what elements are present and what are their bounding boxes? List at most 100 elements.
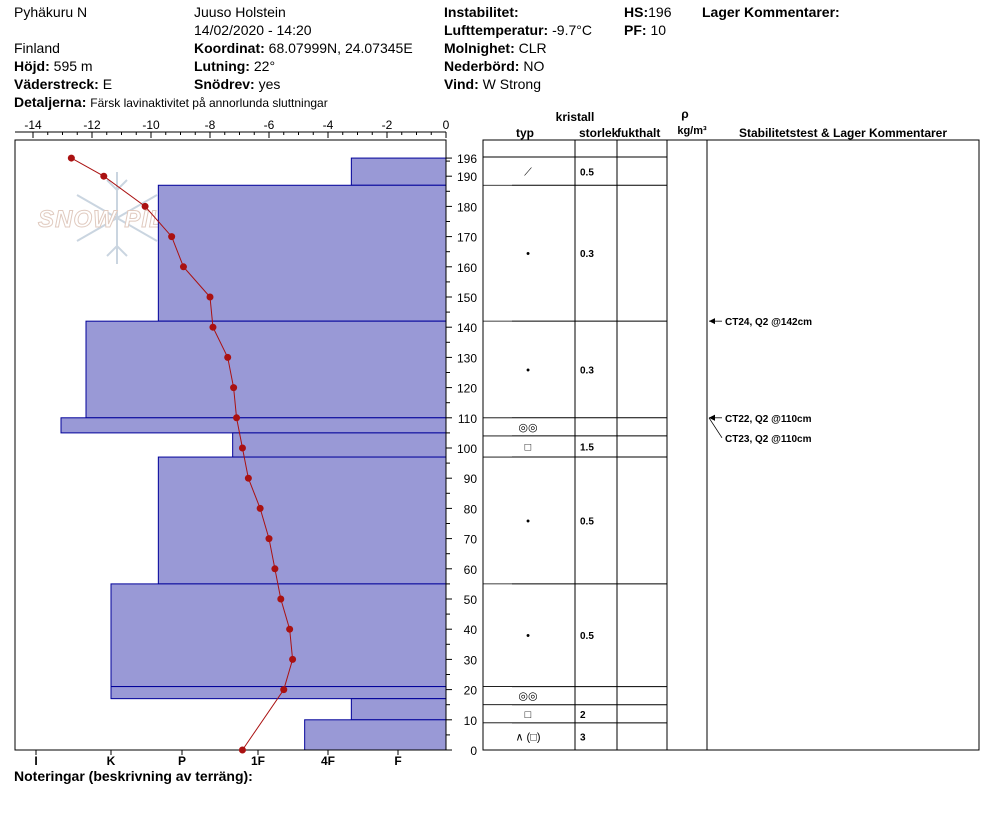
layer-size-value: 0.5	[580, 516, 594, 527]
stability-arrow	[708, 417, 723, 439]
height-tick-label: 40	[464, 623, 478, 637]
layer-size-value: 0.5	[580, 168, 594, 179]
height-tick-label: 196	[457, 152, 477, 166]
temp-tick-label: -8	[205, 118, 216, 132]
temperature-point	[224, 353, 232, 361]
instability-row: Instabilitet:	[444, 4, 519, 20]
details-label: Detaljerna:	[14, 94, 87, 110]
temperature-point	[289, 655, 297, 663]
temperature-point	[277, 595, 285, 603]
stability-arrow-head	[709, 318, 715, 325]
hardness-tick-label: 1F	[251, 754, 265, 768]
datetime: 14/02/2020 - 14:20	[194, 22, 312, 38]
height-tick-label: 30	[464, 653, 478, 667]
temperature-point	[206, 293, 214, 301]
temp-tick-label: -4	[323, 118, 334, 132]
layer-type-symbol: ∧ (□)	[515, 731, 540, 743]
height-tick-label: 60	[464, 563, 478, 577]
hs-label: HS:	[624, 4, 649, 20]
hardness-bar	[350, 698, 447, 721]
height-tick-label: 70	[464, 533, 478, 547]
drift-label: Snödrev:	[194, 76, 255, 92]
temperature-point	[286, 625, 294, 633]
layer-type-symbol: •	[526, 364, 530, 376]
wind-label: Vind:	[444, 76, 479, 92]
col-crystal-header: kristall	[556, 110, 595, 124]
temperature-point	[67, 154, 75, 162]
hardness-bar	[60, 417, 447, 434]
airtemp-value: -9.7°C	[552, 22, 592, 38]
layer-type-symbol: ◎◎	[518, 422, 537, 434]
temperature-line	[71, 157, 294, 751]
wind-value: W Strong	[482, 76, 541, 92]
coordinate-row: Koordinat: 68.07999N, 24.07345E	[194, 40, 413, 56]
height-tick-label: 20	[464, 684, 478, 698]
temperature-point	[179, 263, 187, 271]
layer-size-value: 0.3	[580, 249, 594, 260]
slope-label: Lutning:	[194, 58, 250, 74]
layer-comments-label: Lager Kommentarer:	[702, 4, 840, 20]
layer-size-value: 2	[580, 710, 586, 721]
stability-test-label: CT24, Q2 @142cm	[725, 317, 812, 328]
stability-test-label: CT22, Q2 @110cm	[725, 414, 812, 425]
pf-row: PF: 10	[624, 22, 666, 38]
elevation-value: 595 m	[53, 58, 93, 74]
profile-axes: -14 -12 -10 -8 -6 -4 -2 0 0 10 20 30 40 50 60 70 80 90 100…	[14, 118, 478, 768]
temperature-point	[230, 384, 238, 392]
hardness-bar	[304, 719, 447, 751]
height-tick-label: 80	[464, 502, 478, 516]
country: Finland	[14, 40, 60, 56]
temperature-point	[141, 202, 149, 210]
hardness-tick-label: P	[178, 754, 186, 768]
precip-value: NO	[523, 58, 545, 74]
layer-type-symbol: □	[525, 709, 532, 721]
instability-label: Instabilitet:	[444, 4, 519, 20]
hardness-bar	[157, 456, 447, 585]
temp-tick-label: 0	[443, 118, 450, 132]
aspect-value: E	[102, 76, 113, 92]
hardness-tick-label: 4F	[321, 754, 335, 768]
temperature-point	[209, 323, 217, 331]
height-tick-label: 160	[457, 261, 477, 275]
layer-type-symbol: •	[526, 515, 530, 527]
height-tick-label: 90	[464, 472, 478, 486]
temperature-point	[233, 414, 241, 422]
stability-arrow-head	[709, 414, 715, 421]
temp-tick-label: -14	[24, 118, 42, 132]
drift-value: yes	[258, 76, 281, 92]
hardness-bar	[157, 184, 447, 322]
coordinate-label: Koordinat:	[194, 40, 265, 56]
slope-value: 22°	[253, 58, 276, 74]
drift-row: Snödrev: yes	[194, 76, 280, 92]
aspect-row: Väderstreck: E	[14, 76, 112, 92]
layer-size-value: 1.5	[580, 442, 594, 453]
hardness-tick-label: F	[394, 754, 401, 768]
temperature-point	[244, 474, 252, 482]
hs-value: 196	[648, 4, 672, 20]
pf-value: 10	[650, 22, 667, 38]
height-tick-label: 180	[457, 200, 477, 214]
precip-label: Nederbörd:	[444, 58, 520, 74]
height-tick-label: 10	[464, 714, 478, 728]
temperature-point	[280, 686, 288, 694]
elevation-row: Höjd: 595 m	[14, 58, 93, 74]
height-tick-label: 150	[457, 291, 477, 305]
layer-type-symbol: ◎◎	[518, 691, 537, 703]
height-tick-label: 50	[464, 593, 478, 607]
notes-label: Noteringar (beskrivning av terräng):	[14, 768, 253, 784]
temperature-point	[265, 535, 273, 543]
layer-size-value: 3	[580, 732, 586, 743]
temperature-point	[271, 565, 279, 573]
height-tick-label: 130	[457, 351, 477, 365]
layer-size-value: 0.3	[580, 365, 594, 376]
location-name: Pyhäkuru N	[14, 4, 88, 20]
temperature-point	[100, 172, 108, 180]
temp-tick-label: -12	[83, 118, 101, 132]
table-frame	[482, 139, 980, 751]
height-tick-label: 0	[470, 744, 477, 758]
sky-label: Molnighet:	[444, 40, 515, 56]
temperature-point	[168, 233, 176, 241]
hardness-bars	[60, 157, 447, 751]
stability-test-label: CT23, Q2 @110cm	[725, 434, 812, 445]
